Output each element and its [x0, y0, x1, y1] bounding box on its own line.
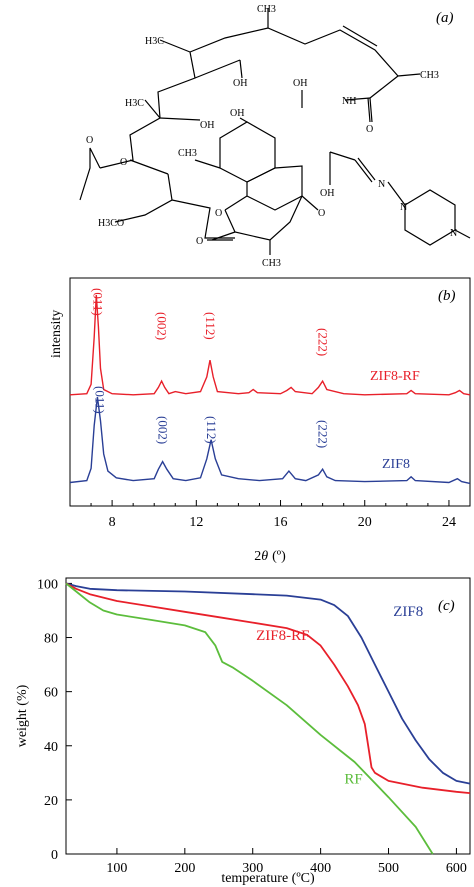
panel-b-tag: (b) — [438, 288, 456, 304]
x-axis-title-prefix: 2 — [254, 549, 261, 564]
atom-label: O — [196, 236, 203, 247]
peak-label: (002) — [156, 416, 171, 444]
series-label: ZIF8-RF — [256, 628, 309, 644]
peak-label: (011) — [90, 288, 105, 316]
rifampicin-structure-diagram: (a) — [79, 4, 471, 269]
x-tick-label: 500 — [378, 861, 399, 876]
series-line-rf — [65, 582, 434, 855]
series-group — [65, 582, 471, 855]
peak-label: (112) — [204, 416, 219, 444]
xrd-chart: (b) 8 12 16 20 24 ZIF8-RF (011) (002) (112) (222… — [49, 277, 471, 564]
panel-b-xrd-chart: (b) 8 12 16 20 24 ZIF8-RF (011) (002) (112) (222… — [0, 270, 474, 570]
atom-label: OH — [233, 78, 247, 89]
peak-labels: ZIF8-RF (011) (002) (112) (222) ZIF8 (011) (002… — [90, 288, 420, 472]
plot-frame — [69, 277, 471, 507]
atom-label: OH — [230, 108, 244, 119]
x-tick-label: 8 — [109, 515, 116, 530]
atom-label: CH3 — [420, 70, 439, 81]
series-labels: ZIF8 ZIF8-RF RF — [256, 604, 423, 788]
series-line-zif8-rf — [69, 294, 471, 396]
x-tick-label: 20 — [358, 515, 372, 530]
x-tick-label: 16 — [274, 515, 288, 530]
atom-label: OH — [320, 188, 334, 199]
x-tick-label: 300 — [242, 861, 263, 876]
x-axis-title-unit: (º) — [272, 549, 286, 564]
panel-c-tag: (c) — [438, 598, 455, 614]
series-label: ZIF8 — [382, 457, 410, 472]
series-label: ZIF8 — [393, 604, 423, 620]
atom-label: N — [400, 202, 407, 213]
peak-label: (222) — [316, 328, 331, 356]
atom-label: O — [215, 208, 222, 219]
axis-ticks: 100 200 300 400 500 600 0 20 40 60 80 100 — [37, 577, 467, 876]
x-tick-label: 12 — [189, 515, 203, 530]
x-tick-label: 600 — [446, 861, 467, 876]
y-axis-title: intensity — [49, 310, 64, 358]
series-line-zif8 — [69, 396, 471, 485]
series-line-zif8 — [65, 582, 471, 785]
atom-labels: CH3 H3C OH H3C OH OH OH NH O CH3 CH3 OH … — [86, 4, 457, 269]
x-tick-label: 200 — [174, 861, 195, 876]
peak-label: (011) — [92, 386, 107, 414]
y-tick-label: 60 — [44, 686, 58, 701]
atom-label: OH — [200, 120, 214, 131]
atom-label: O — [120, 157, 127, 168]
peak-label: (222) — [316, 420, 331, 448]
series-group — [69, 294, 471, 485]
atom-label: O — [318, 208, 325, 219]
x-tick-label: 400 — [310, 861, 331, 876]
atom-label: H3C — [125, 98, 144, 109]
series-line-zif8-rf — [65, 582, 471, 794]
y-axis-title: weight (%) — [15, 684, 30, 747]
plot-frame — [65, 577, 471, 855]
atom-label: N — [450, 228, 457, 239]
series-label: RF — [344, 772, 362, 788]
atom-label: OH — [293, 78, 307, 89]
peak-label: (112) — [203, 312, 218, 340]
x-tick-label: 100 — [106, 861, 127, 876]
atom-label: O — [366, 124, 373, 135]
molecule-bonds — [79, 8, 471, 255]
peak-label: (002) — [155, 312, 170, 340]
atom-label: N — [378, 179, 385, 190]
panel-a-structure: (a) — [0, 0, 474, 270]
panel-a-tag: (a) — [436, 10, 454, 26]
x-axis-title: 2θ (º) — [254, 549, 286, 564]
x-axis-title-symbol: θ — [261, 549, 268, 564]
series-label: ZIF8-RF — [370, 369, 420, 384]
y-tick-label: 20 — [44, 794, 58, 809]
atom-label: NH — [342, 96, 356, 107]
y-tick-label: 100 — [37, 577, 58, 592]
x-tick-label: 24 — [442, 515, 456, 530]
atom-label: CH3 — [262, 258, 281, 269]
y-tick-label: 80 — [44, 632, 58, 647]
atom-label: O — [86, 135, 93, 146]
y-tick-label: 0 — [51, 848, 58, 863]
atom-label: H3C — [145, 36, 164, 47]
atom-label: CH3 — [257, 4, 276, 15]
x-axis-title: temperature (ºC) — [221, 871, 315, 886]
x-axis-ticks: 8 12 16 20 24 — [69, 500, 471, 530]
panel-c-tga-chart: (c) 100 200 300 400 500 600 0 20 40 60 80 100 ZIF8 Z… — [0, 570, 474, 887]
y-tick-label: 40 — [44, 740, 58, 755]
atom-label: H3CO — [98, 218, 124, 229]
atom-label: CH3 — [178, 148, 197, 159]
